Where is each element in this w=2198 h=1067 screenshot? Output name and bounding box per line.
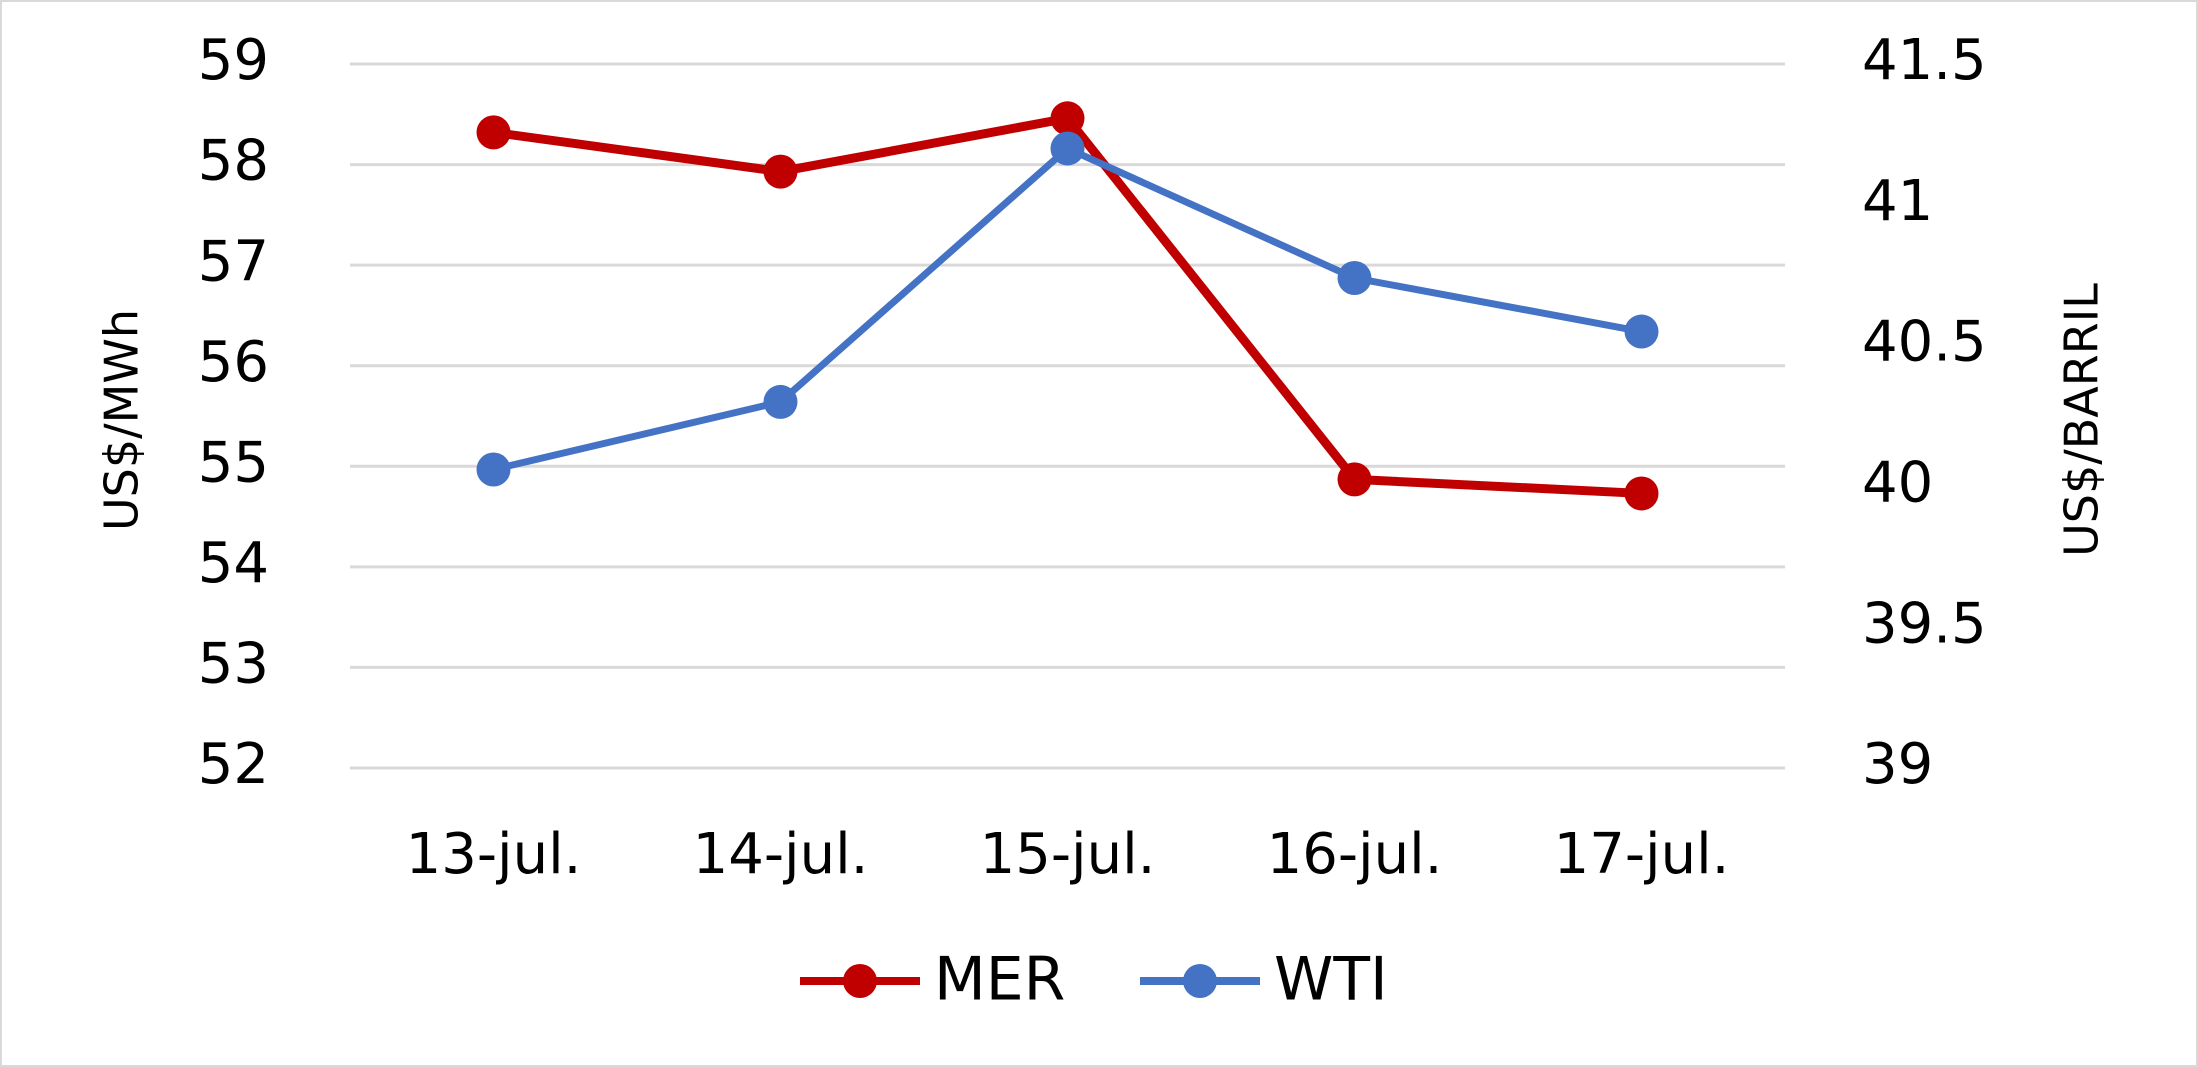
- point: [476, 115, 511, 150]
- y-tick-label: 53: [198, 632, 269, 697]
- point: [763, 154, 798, 189]
- y2-axis-title: US$/BARRIL: [2055, 283, 2109, 557]
- y2-tick-label: 39: [1862, 732, 1933, 797]
- point: [1337, 261, 1372, 296]
- y-tick-label: 54: [198, 531, 269, 596]
- y-tick-label: 57: [198, 229, 269, 294]
- y-tick-label: 55: [198, 430, 269, 495]
- point: [1050, 131, 1085, 166]
- x-tick-label: 16-jul.: [1267, 822, 1443, 887]
- point: [476, 452, 511, 487]
- point: [1624, 476, 1659, 511]
- y-tick-label: 58: [198, 129, 269, 194]
- y-tick-label: 59: [198, 28, 269, 93]
- x-tick-label: 15-jul.: [980, 822, 1156, 887]
- legend-label: MER: [934, 945, 1065, 1015]
- y-axis-title: US$/MWh: [95, 309, 149, 531]
- x-tick-label: 14-jul.: [693, 822, 869, 887]
- x-tick-label: 13-jul.: [406, 822, 582, 887]
- y2-tick-label: 39.5: [1862, 591, 1987, 656]
- y2-tick-label: 41.5: [1862, 28, 1987, 93]
- y2-tick-label: 40.5: [1862, 310, 1987, 375]
- legend-marker: [843, 964, 877, 998]
- legend-marker: [1183, 964, 1217, 998]
- y-tick-label: 52: [198, 732, 269, 797]
- point: [1624, 314, 1659, 349]
- x-tick-label: 17-jul.: [1554, 822, 1730, 887]
- point: [763, 384, 798, 419]
- point: [1050, 101, 1085, 136]
- legend-label: WTI: [1274, 945, 1388, 1015]
- point: [1337, 462, 1372, 497]
- y-tick-label: 56: [198, 330, 269, 395]
- y2-tick-label: 41: [1862, 169, 1933, 234]
- y2-tick-label: 40: [1862, 451, 1933, 516]
